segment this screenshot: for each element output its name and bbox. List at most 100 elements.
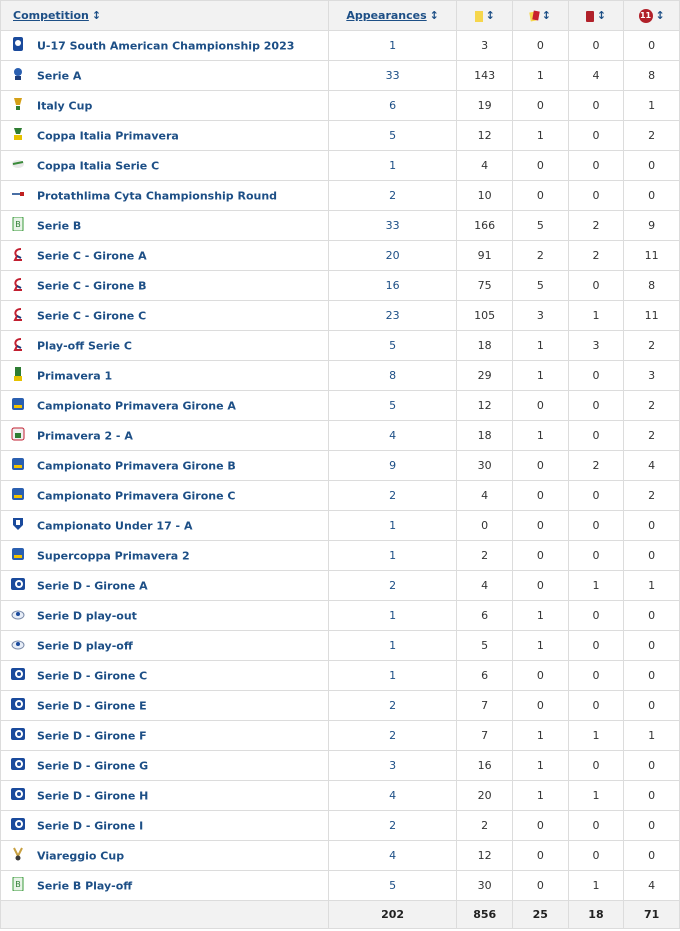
- figc-icon: [11, 517, 25, 531]
- appearances-cell[interactable]: 2: [327, 570, 458, 601]
- red-card-cell: 0: [567, 540, 625, 571]
- competition-link[interactable]: Viareggio Cup: [37, 849, 125, 862]
- second-yellow-cell: 0: [512, 480, 569, 511]
- competition-link[interactable]: Serie A: [37, 69, 82, 82]
- competition-link[interactable]: Serie D - Girone H: [37, 789, 149, 802]
- sort-icon[interactable]: ↕: [596, 9, 607, 22]
- competition-link[interactable]: Italy Cup: [37, 99, 93, 112]
- appearances-cell[interactable]: 1: [327, 660, 458, 691]
- table-row: Serie D - Girone G 3 16 1 0 0: [0, 750, 680, 781]
- sort-icon[interactable]: ↕: [541, 9, 551, 22]
- sort-icon[interactable]: ↕: [655, 8, 665, 22]
- primavera-1-icon: [11, 366, 25, 381]
- competition-link[interactable]: Coppa Italia Primavera: [37, 129, 179, 142]
- competition-header[interactable]: Competition ↕: [0, 0, 329, 31]
- appearances-cell[interactable]: 4: [327, 780, 458, 811]
- appearances-cell[interactable]: 6: [327, 90, 458, 121]
- second-yellow-header[interactable]: ↕: [512, 0, 569, 31]
- penalty-cell: 4: [623, 450, 680, 481]
- appearances-cell[interactable]: 2: [327, 180, 458, 211]
- red-card-cell: 2: [567, 450, 625, 481]
- competition-cell: Campionato Primavera Girone B: [0, 450, 329, 481]
- appearances-cell[interactable]: 5: [327, 390, 458, 421]
- goals-cell: 10: [456, 180, 513, 211]
- appearances-header-label[interactable]: Appearances: [346, 9, 427, 22]
- appearances-cell[interactable]: 1: [327, 510, 458, 541]
- appearances-cell[interactable]: 1: [327, 600, 458, 631]
- appearances-cell[interactable]: 2: [327, 720, 458, 751]
- sort-icon[interactable]: ↕: [485, 9, 495, 22]
- competition-link[interactable]: Play-off Serie C: [37, 339, 132, 352]
- competition-link[interactable]: Serie D play-out: [37, 609, 137, 622]
- appearances-cell[interactable]: 2: [327, 810, 458, 841]
- competition-link[interactable]: Serie C - Girone A: [37, 249, 147, 262]
- serie-d-icon: [11, 757, 25, 771]
- red-card-cell: 1: [567, 780, 625, 811]
- appearances-cell[interactable]: 23: [327, 300, 458, 331]
- penalty-cell: 0: [623, 180, 680, 211]
- competition-link[interactable]: Serie B: [37, 219, 82, 232]
- appearances-cell[interactable]: 33: [327, 210, 458, 241]
- competition-link[interactable]: Serie C - Girone B: [37, 279, 147, 292]
- competition-link[interactable]: Serie D - Girone E: [37, 699, 147, 712]
- appearances-cell[interactable]: 1: [327, 150, 458, 181]
- appearances-cell[interactable]: 5: [327, 330, 458, 361]
- yellow-card-icon: [474, 10, 483, 22]
- appearances-cell[interactable]: 4: [327, 840, 458, 871]
- red-card-header[interactable]: ↕: [567, 0, 625, 31]
- competition-link[interactable]: Serie D - Girone C: [37, 669, 148, 682]
- appearances-cell[interactable]: 8: [327, 360, 458, 391]
- appearances-cell[interactable]: 9: [327, 450, 458, 481]
- competition-link[interactable]: Serie D - Girone I: [37, 819, 144, 832]
- competition-link[interactable]: Serie D play-off: [37, 639, 133, 652]
- header-row: Competition ↕ Appearances ↕ ↕ ↕ ↕ 11 ↕: [0, 0, 680, 31]
- penalty-cell: 0: [623, 630, 680, 661]
- penalty-cell: 0: [623, 690, 680, 721]
- competition-link[interactable]: Campionato Primavera Girone C: [37, 489, 236, 502]
- sort-icon[interactable]: ↕: [91, 9, 102, 22]
- appearances-cell[interactable]: 33: [327, 60, 458, 91]
- competition-link[interactable]: Serie D - Girone G: [37, 759, 149, 772]
- competition-link[interactable]: Serie B Play-off: [37, 879, 133, 892]
- sort-icon[interactable]: ↕: [429, 9, 439, 22]
- appearances-cell[interactable]: 1: [327, 540, 458, 571]
- competition-cell: Campionato Primavera Girone C: [0, 480, 329, 511]
- appearances-cell[interactable]: 5: [327, 120, 458, 151]
- competition-header-label[interactable]: Competition: [13, 9, 89, 22]
- appearances-cell[interactable]: 20: [327, 240, 458, 271]
- table-row: U-17 South American Championship 2023 1 3 0…: [0, 30, 680, 61]
- competition-cell: Viareggio Cup: [0, 840, 329, 871]
- appearances-cell[interactable]: 1: [327, 30, 458, 61]
- competition-link[interactable]: Serie C - Girone C: [37, 309, 147, 322]
- competition-link[interactable]: Primavera 2 - A: [37, 429, 133, 442]
- appearances-header[interactable]: Appearances ↕: [327, 0, 458, 31]
- total-red: 18: [567, 900, 625, 929]
- penalty-header[interactable]: 11 ↕: [623, 0, 680, 31]
- goals-header[interactable]: ↕: [456, 0, 513, 31]
- competition-link[interactable]: Campionato Primavera Girone B: [37, 459, 236, 472]
- appearances-cell[interactable]: 5: [327, 870, 458, 901]
- appearances-cell[interactable]: 2: [327, 690, 458, 721]
- competition-link[interactable]: Serie D - Girone A: [37, 579, 148, 592]
- competition-link[interactable]: Serie D - Girone F: [37, 729, 147, 742]
- competition-cell: Primavera 2 - A: [0, 420, 329, 451]
- red-card-cell: 1: [567, 720, 625, 751]
- appearances-cell[interactable]: 4: [327, 420, 458, 451]
- appearances-cell[interactable]: 2: [327, 480, 458, 511]
- penalty-cell: 0: [623, 780, 680, 811]
- appearances-cell[interactable]: 3: [327, 750, 458, 781]
- serie-c-icon: [11, 277, 25, 291]
- appearances-cell[interactable]: 16: [327, 270, 458, 301]
- table-row: Serie C - Girone C 23 105 3 1 11: [0, 300, 680, 331]
- competition-link[interactable]: Campionato Under 17 - A: [37, 519, 193, 532]
- appearances-cell[interactable]: 1: [327, 630, 458, 661]
- competition-link[interactable]: U-17 South American Championship 2023: [37, 39, 295, 52]
- competition-link[interactable]: Protathlima Cyta Championship Round: [37, 189, 278, 202]
- competition-link[interactable]: Primavera 1: [37, 369, 113, 382]
- competition-link[interactable]: Coppa Italia Serie C: [37, 159, 160, 172]
- competition-link[interactable]: Campionato Primavera Girone A: [37, 399, 236, 412]
- primavera-2-icon: [11, 427, 25, 441]
- competition-link[interactable]: Supercoppa Primavera 2: [37, 549, 190, 562]
